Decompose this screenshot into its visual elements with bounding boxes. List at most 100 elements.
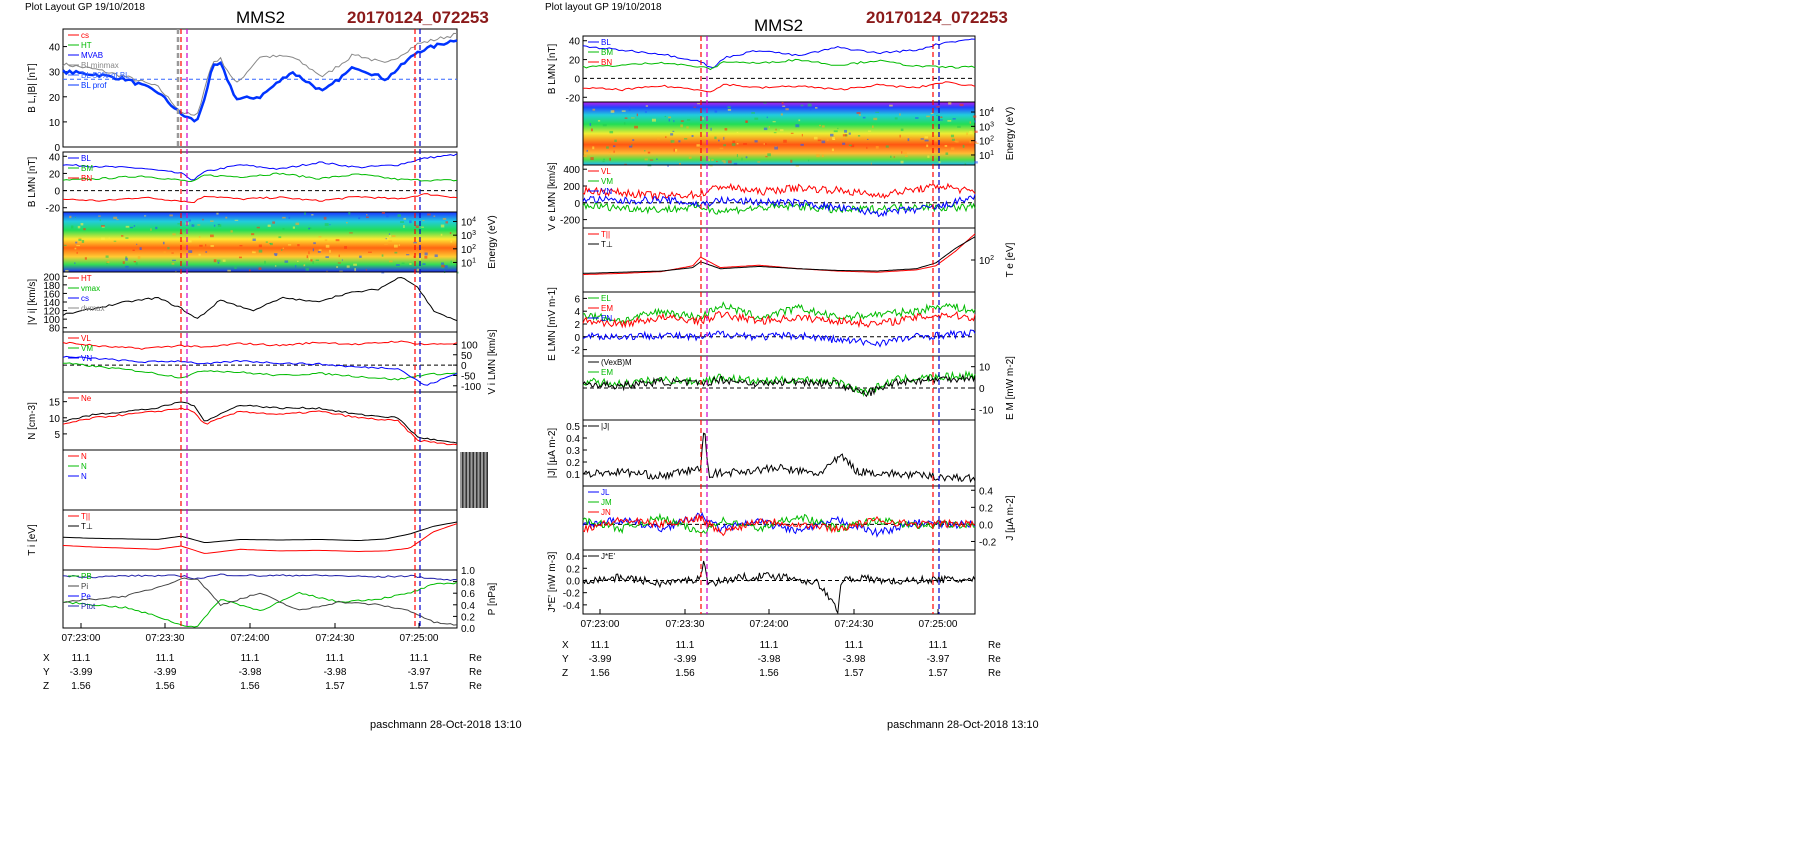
spectrogram-pixel <box>288 244 292 246</box>
spectrogram-pixel <box>649 159 654 161</box>
spectrogram-pixel <box>634 125 638 129</box>
spectrogram-pixel <box>385 238 388 240</box>
spectrogram-pixel <box>98 215 101 217</box>
panel-frame <box>582 291 976 357</box>
spectrogram-pixel <box>64 244 67 246</box>
spectrogram-pixel <box>763 127 768 131</box>
spectrogram-pixel <box>727 160 732 164</box>
spectrogram-pixel <box>133 260 137 263</box>
spectrogram-pixel <box>714 110 718 113</box>
y-tick-label: 0.4 <box>566 434 580 445</box>
spectrogram-pixel <box>610 110 615 113</box>
spacecraft-title: MMS2 <box>236 8 286 27</box>
spectrogram-pixel <box>167 246 170 250</box>
spectrogram-pixel <box>765 156 768 158</box>
spectrogram-pixel <box>764 143 767 145</box>
spectrogram-pixel <box>394 251 398 254</box>
spectrogram-pixel <box>135 262 138 266</box>
y-tick-exponent: 3 <box>472 230 476 237</box>
y-tick-label: 103 <box>461 230 476 242</box>
spectrogram-pixel <box>674 148 678 152</box>
spectrogram-pixel <box>252 251 256 254</box>
y-tick-label: -0.4 <box>563 601 581 612</box>
spectrogram-pixel <box>450 260 452 264</box>
spectrogram-pixel <box>169 214 173 217</box>
y-tick-label: 0.5 <box>566 422 580 433</box>
spectrogram-pixel <box>795 124 800 128</box>
series-line <box>62 172 458 183</box>
spectrogram-pixel <box>213 259 217 263</box>
spectrogram-pixel <box>284 260 289 263</box>
orbit-value: -3.99 <box>589 654 612 665</box>
orbit-value: 11.1 <box>760 640 779 651</box>
spectrogram-pixel <box>306 255 309 259</box>
orbit-value: -3.98 <box>758 654 781 665</box>
y-tick-label: 4 <box>574 307 580 318</box>
y-tick-label: -2 <box>571 346 580 357</box>
spectrogram-pixel <box>74 262 76 264</box>
spectrogram-pixel <box>678 140 681 143</box>
spectrogram-pixel <box>420 249 424 253</box>
y-axis-label: T e [eV] <box>1005 242 1016 277</box>
y-tick-label: 40 <box>49 43 61 54</box>
spectrogram-pixel <box>736 131 739 134</box>
spectrogram-pixel <box>609 157 611 161</box>
y-axis-label: Energy (eV) <box>1005 107 1016 160</box>
spectrogram-pixel <box>768 125 770 129</box>
spectrogram-pixel <box>697 103 701 105</box>
orbit-value: 1.56 <box>590 668 610 679</box>
spectrogram-pixel <box>434 254 438 258</box>
legend-label: vmax <box>81 284 100 293</box>
spectrogram-pixel <box>121 235 124 237</box>
spectrogram-pixel <box>716 160 718 163</box>
spectrogram-pixel <box>817 139 822 142</box>
orbit-value: -3.98 <box>843 654 866 665</box>
spectrogram-pixel <box>830 133 834 137</box>
series-line <box>62 355 458 386</box>
event-id: 20170124_072253 <box>866 8 1008 27</box>
spectrogram-pixel <box>422 263 426 265</box>
spectrogram-pixel <box>282 227 285 230</box>
orbit-value: 1.57 <box>928 668 948 679</box>
spectrogram-pixel <box>252 238 256 242</box>
y-tick-label: 20 <box>49 93 61 104</box>
panel-frame <box>582 419 976 487</box>
y-axis-label: J [µA m-2] <box>1005 495 1016 540</box>
spectrogram-pixel <box>826 138 829 141</box>
y-tick-label: 160 <box>43 289 60 300</box>
spectrogram-pixel <box>205 251 208 253</box>
series-line <box>62 521 458 543</box>
spectrogram-pixel <box>763 143 765 145</box>
y-tick-label: 0.0 <box>979 520 993 531</box>
spectrogram-pixel <box>80 223 84 226</box>
y-tick-label: 10 <box>979 363 991 374</box>
spectrogram-pixel <box>745 120 748 123</box>
panel-frame <box>582 35 976 103</box>
spectrogram-pixel <box>440 262 445 265</box>
spectrogram-pixel <box>645 105 649 107</box>
spectrogram-pixel <box>889 104 893 107</box>
spectrogram-pixel <box>421 226 424 228</box>
spectrogram-pixel <box>308 227 311 230</box>
spectrogram-pixel <box>366 214 368 216</box>
panel-frame <box>582 549 976 615</box>
orbit-value: 1.57 <box>325 681 345 692</box>
spectrogram-pixel <box>358 217 361 220</box>
spectrogram-pixel <box>609 130 614 134</box>
spectrogram-pixel <box>427 213 431 216</box>
orbit-value: 1.56 <box>155 681 175 692</box>
orbit-value: 11.1 <box>845 640 864 651</box>
orbit-value: 11.1 <box>326 653 345 664</box>
series-line <box>62 340 458 350</box>
spectrogram-pixel <box>948 102 952 105</box>
spectrogram-pixel <box>680 124 683 128</box>
spectrogram-pixel <box>875 146 879 149</box>
spectrogram-pixel <box>393 244 398 248</box>
spectrogram-pixel <box>133 225 136 227</box>
y-tick-exponent: 1 <box>472 257 476 264</box>
spectrogram-pixel <box>723 136 725 140</box>
spectrogram-pixel <box>101 225 105 227</box>
orbit-unit: Re <box>469 681 482 692</box>
spectrogram-pixel <box>188 240 192 243</box>
spectrogram-pixel <box>234 266 237 270</box>
